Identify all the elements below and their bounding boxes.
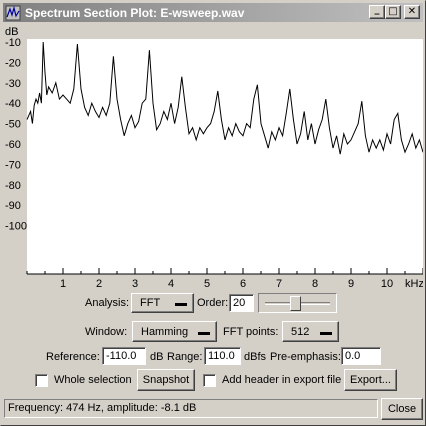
x-tick-label: 5	[204, 278, 210, 289]
analysis-value: FFT	[140, 297, 161, 309]
y-tick-label: -30	[5, 78, 21, 90]
y-tick-label: -50	[5, 119, 21, 131]
minimize-button[interactable]: _	[369, 5, 385, 19]
whole-selection-label[interactable]: Whole selection	[54, 374, 132, 386]
y-tick-label: -90	[5, 200, 21, 212]
slider-thumb[interactable]	[290, 296, 302, 311]
window-dropdown[interactable]: Hamming	[132, 321, 217, 342]
add-header-checkbox[interactable]	[203, 374, 216, 387]
close-icon: ✕	[407, 6, 417, 17]
minimize-icon: _	[374, 4, 380, 15]
order-input[interactable]: 20	[229, 294, 254, 312]
y-axis-title: dB	[5, 26, 18, 38]
close-button[interactable]: Close	[381, 398, 423, 420]
order-label: Order:	[197, 297, 229, 309]
fft-points-value: 512	[291, 325, 310, 338]
analysis-label: Analysis:	[85, 297, 130, 309]
range-unit: dBfs	[244, 351, 267, 363]
x-tick-label: 1	[60, 278, 66, 289]
spectrum-series-line	[26, 41, 423, 155]
x-tick-label: 6	[240, 278, 246, 289]
x-tick-label: 10	[381, 278, 393, 289]
waveform-app-icon	[5, 5, 21, 21]
x-tick-label: 9	[348, 278, 354, 289]
pre-emphasis-label: Pre-emphasis:	[270, 351, 341, 363]
x-axis-title: kHz	[405, 278, 423, 289]
close-window-button[interactable]: ✕	[404, 5, 420, 19]
y-tick-label: -80	[5, 180, 21, 192]
window-value: Hamming	[141, 325, 189, 338]
pre-emphasis-input[interactable]: 0.0	[341, 347, 381, 365]
analysis-dropdown[interactable]: FFT	[131, 293, 194, 313]
y-tick-label: -40	[5, 98, 21, 110]
order-slider[interactable]	[258, 293, 337, 313]
snapshot-button[interactable]: Snapshot	[137, 369, 195, 391]
fft-points-label: FFT points:	[223, 326, 279, 338]
export-button[interactable]: Export...	[344, 369, 397, 391]
x-tick-label: 3	[132, 278, 138, 289]
y-tick-label: -20	[5, 57, 21, 69]
reference-input[interactable]: -110.0	[102, 347, 146, 365]
y-tick-label: -100	[5, 221, 27, 233]
y-tick-label: -10	[5, 37, 21, 49]
x-tick-label: 4	[168, 278, 174, 289]
status-bar: Frequency: 474 Hz, amplitude: -8.1 dB	[4, 399, 378, 418]
range-input[interactable]: 110.0	[204, 347, 241, 365]
maximize-button[interactable]: □	[385, 5, 401, 19]
plot-background	[27, 39, 423, 274]
reference-label: Reference:	[46, 351, 100, 363]
fft-points-dropdown[interactable]: 512	[282, 321, 339, 342]
whole-selection-checkbox[interactable]	[35, 374, 48, 387]
x-tick-label: 8	[312, 278, 318, 289]
maximize-icon: □	[388, 6, 398, 17]
reference-unit: dB	[150, 351, 164, 363]
dropdown-arrow-icon	[175, 303, 187, 306]
spectrum-plot: dB-10 -20 -30 -40 -50 -60 -70 -80 -90 -100 1 2 3 4 5 6 7…	[5, 26, 423, 289]
dropdown-arrow-icon	[320, 331, 332, 335]
x-tick-label: 2	[96, 278, 102, 289]
x-tick-label: 7	[276, 278, 282, 289]
add-header-label[interactable]: Add header in export file	[222, 374, 342, 386]
range-label: Range:	[167, 351, 203, 363]
title-bar[interactable]: Spectrum Section Plot: E-wsweep.wav _ □ …	[3, 3, 423, 22]
dropdown-arrow-icon	[198, 331, 210, 335]
y-tick-label: -70	[5, 159, 21, 171]
window-label: Window:	[85, 326, 128, 338]
window-title: Spectrum Section Plot: E-wsweep.wav	[25, 5, 245, 20]
y-tick-label: -60	[5, 139, 21, 151]
